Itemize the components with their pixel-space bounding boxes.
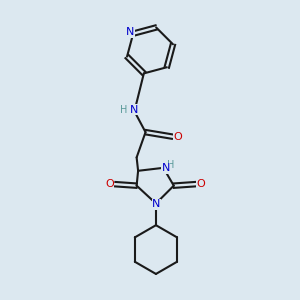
Text: O: O xyxy=(174,132,183,142)
Text: N: N xyxy=(130,105,138,115)
Text: N: N xyxy=(152,199,161,209)
Text: H: H xyxy=(167,160,175,170)
Text: O: O xyxy=(197,179,206,189)
Text: O: O xyxy=(105,179,114,189)
Text: N: N xyxy=(162,164,170,173)
Text: N: N xyxy=(126,27,134,37)
Text: H: H xyxy=(120,105,127,115)
